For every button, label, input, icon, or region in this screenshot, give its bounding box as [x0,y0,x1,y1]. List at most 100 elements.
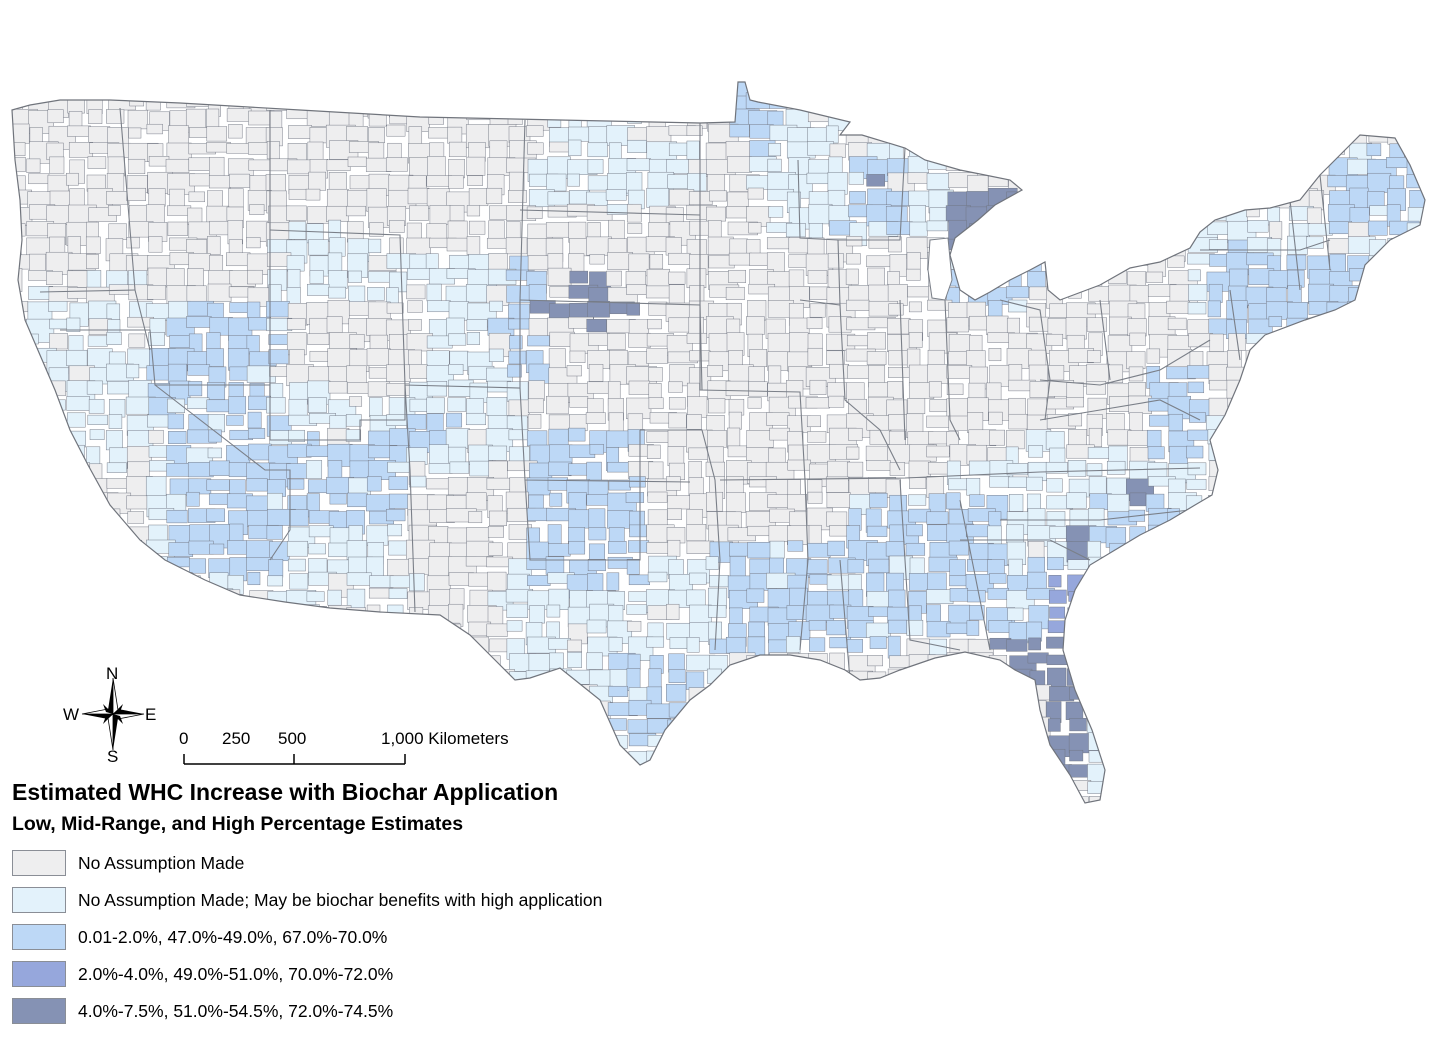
county-polygon [1029,732,1044,749]
county-polygon [268,349,289,365]
county-polygon [986,702,1003,715]
county-polygon [1086,82,1116,90]
county-polygon [307,283,330,296]
county-polygon [88,82,114,89]
county-polygon [147,763,174,777]
county-polygon [89,429,105,440]
county-polygon [748,621,765,638]
county-polygon [1067,814,1088,836]
county-polygon [926,445,950,458]
county-polygon [885,205,908,223]
county-polygon [928,381,942,398]
county-polygon [388,94,410,118]
county-polygon [566,749,580,764]
county-polygon [426,381,448,397]
county-polygon [889,796,910,803]
county-polygon [12,239,22,256]
county-polygon [368,82,398,93]
county-polygon [948,540,969,556]
county-polygon [446,686,466,710]
county-polygon [1287,636,1304,653]
county-polygon [1208,495,1237,517]
county-polygon [12,479,36,492]
county-polygon [1409,543,1425,563]
county-polygon [1389,607,1403,622]
county-polygon [827,798,841,803]
county-polygon [1429,606,1440,621]
county-polygon [187,687,214,702]
county-polygon [827,701,853,713]
county-polygon [1388,95,1414,107]
county-polygon [227,607,251,631]
county-polygon [707,93,721,115]
county-polygon [1266,767,1287,785]
county-polygon [1327,701,1348,720]
county-polygon [1107,589,1134,611]
county-polygon [227,540,247,555]
county-polygon [1389,335,1413,359]
county-polygon [49,637,64,661]
county-polygon [1430,319,1440,335]
county-polygon [26,671,58,685]
county-polygon [426,413,444,433]
county-polygon [926,669,941,681]
county-polygon [647,319,662,330]
county-polygon [169,700,199,714]
county-polygon [628,540,650,553]
county-polygon [1109,235,1126,258]
county-polygon [1307,765,1334,781]
county-polygon [526,125,544,137]
county-polygon [1309,748,1339,766]
county-polygon [728,252,752,266]
county-polygon [1248,767,1268,791]
county-polygon [168,125,189,146]
county-polygon [448,654,476,672]
county-polygon [948,478,970,491]
county-polygon [1345,383,1371,400]
county-polygon [1147,655,1177,675]
county-polygon [1388,508,1405,530]
county-polygon [48,413,64,433]
county-polygon [148,524,168,541]
compass-north-label: N [106,664,119,683]
county-polygon [806,415,821,428]
county-polygon [148,332,165,346]
county-polygon [1309,700,1322,718]
county-polygon [1288,494,1308,519]
county-polygon [869,636,887,649]
county-polygon [28,173,50,185]
county-polygon [1106,222,1127,243]
county-polygon [1406,155,1420,178]
county-polygon [1188,607,1218,620]
county-polygon [707,701,733,726]
county-polygon [1407,559,1425,574]
county-polygon [1185,572,1200,592]
county-polygon [706,206,726,222]
county-polygon [607,461,630,473]
county-polygon [12,686,33,700]
county-polygon [688,191,713,206]
county-polygon [1329,799,1350,803]
county-polygon [1407,381,1425,394]
county-polygon [1426,719,1440,732]
county-polygon [829,780,855,793]
legend-swatch [12,960,66,987]
county-polygon [127,511,145,524]
county-polygon [1367,381,1385,406]
county-polygon [528,93,542,106]
county-polygon [329,636,361,655]
county-polygon [108,223,127,240]
county-polygon [1286,524,1307,547]
county-polygon [587,159,604,174]
county-polygon [988,620,1013,633]
county-polygon [487,655,501,667]
county-polygon [1389,444,1413,464]
county-polygon [1107,92,1127,108]
county-polygon [946,701,963,721]
county-polygon [389,651,415,663]
county-polygon [549,767,569,779]
county-polygon [1189,783,1209,803]
county-polygon [1286,797,1317,803]
county-polygon [349,334,365,349]
county-polygon [1106,735,1130,752]
